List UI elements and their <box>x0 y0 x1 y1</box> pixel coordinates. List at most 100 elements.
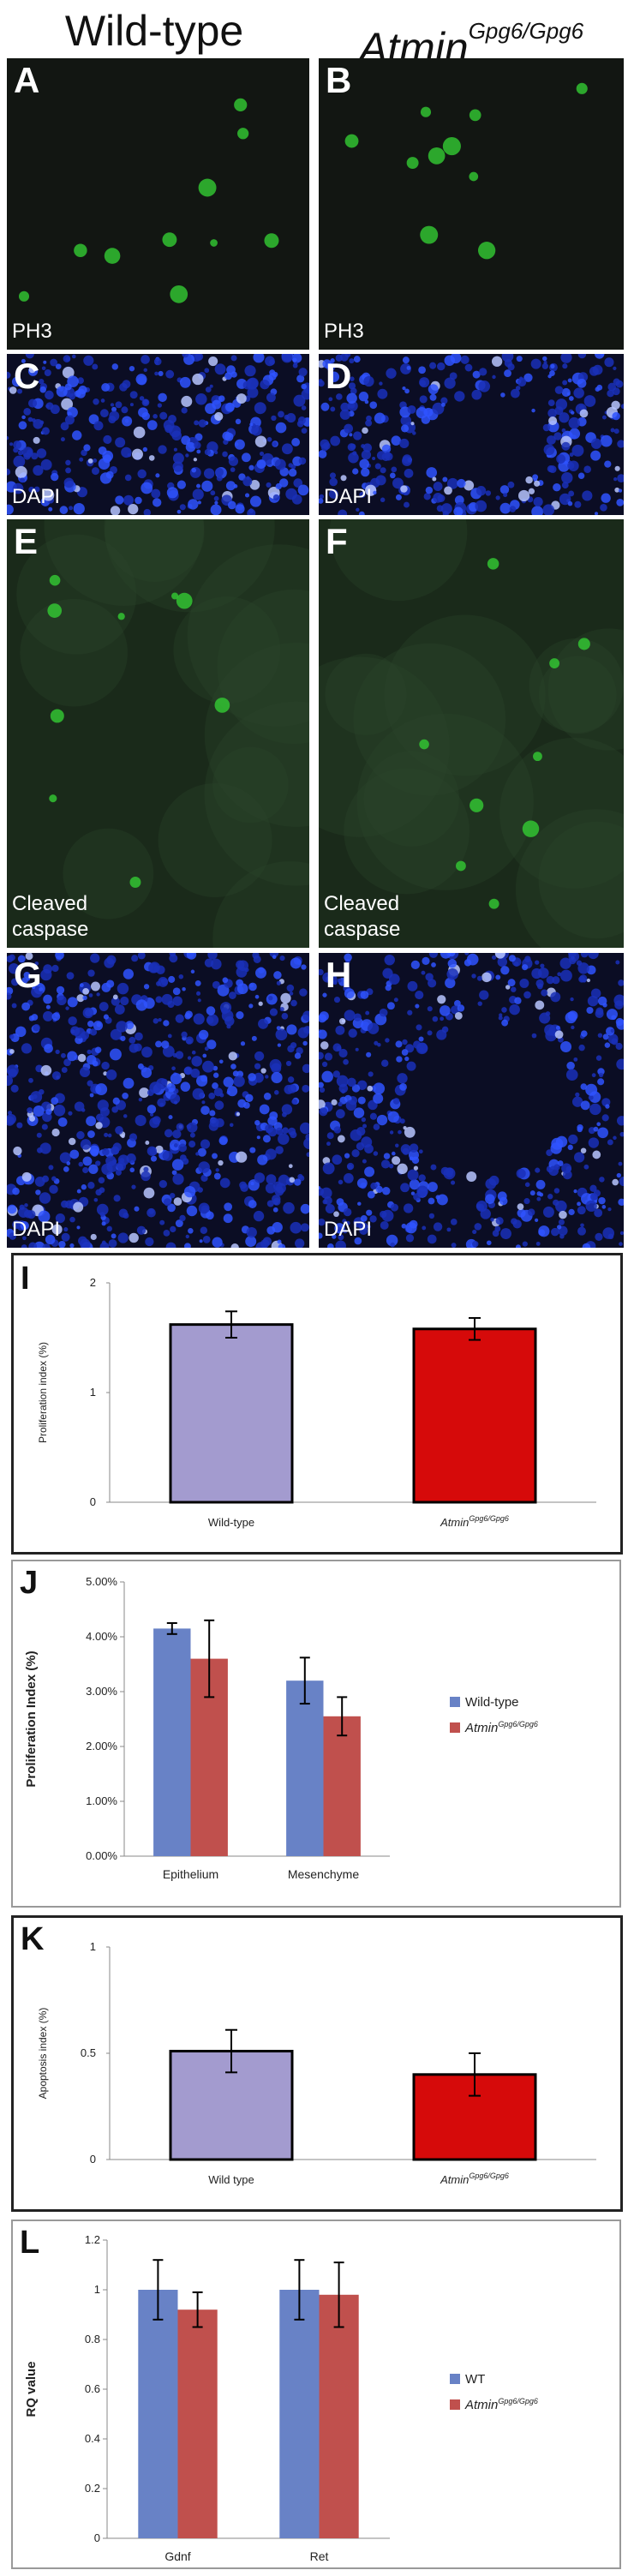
micro-image-h <box>319 953 624 1248</box>
panel-label-c: C <box>14 356 40 396</box>
stain-label-g: DAPI <box>12 1217 60 1243</box>
stain-label-a: PH3 <box>12 319 52 344</box>
stain-line: PH3 <box>12 320 52 343</box>
error-bar-1 <box>469 1316 481 1341</box>
legend-label-0: WT <box>465 2372 485 2387</box>
stain-line: DAPI <box>324 1218 373 1241</box>
micro-image-c <box>7 354 309 515</box>
y-tick-label: 0 <box>90 2153 96 2166</box>
micro-panel-f: F Cleaved caspase <box>319 519 624 948</box>
header-atmin-sup: Gpg6/Gpg6 <box>468 18 584 44</box>
error-bar-0-1 <box>204 1619 215 1698</box>
micro-panel-e: E Cleaved caspase <box>7 519 309 948</box>
micro-image-b <box>319 58 624 350</box>
panel-label-h: H <box>326 955 352 995</box>
y-tick-label: 0.8 <box>85 2333 100 2345</box>
error-bar-0-0 <box>166 1622 177 1635</box>
x-category-label: AtminGpg6/Gpg6 <box>440 2172 509 2186</box>
micro-panel-h: H DAPI <box>319 953 624 1248</box>
chart-j-label: J <box>20 1565 39 1601</box>
bar-0 <box>169 1323 294 1504</box>
x-category-label: Epithelium <box>163 1867 218 1881</box>
bar-1-1 <box>323 1716 361 1856</box>
y-tick-label: 4.00% <box>86 1630 117 1643</box>
chart-l-label: L <box>20 2225 40 2261</box>
panel-label-f: F <box>326 521 348 561</box>
chart-l: 0 0.2 0.4 0.6 0.8 1 1.2 RQ value Gdnf Ret WT AtminG… <box>24 2233 538 2563</box>
stain-line: caspase <box>12 918 89 941</box>
chart-k-frame: K 0 0.5 1 Apoptosis index (%) Wild type Atmin… <box>11 1915 623 2212</box>
stain-line: Cleaved <box>324 892 400 915</box>
y-axis-label: Proliferation index (%) <box>37 1342 49 1443</box>
chart-i-frame: I 0 1 2 Proliferation index (%) Wild-type Atm… <box>11 1253 623 1555</box>
legend-swatch-1 <box>450 2399 460 2410</box>
error-bar-1-1 <box>337 1696 348 1737</box>
micro-image-a <box>7 58 309 350</box>
stain-label-b: PH3 <box>324 319 364 344</box>
stain-label-h: DAPI <box>324 1217 372 1243</box>
bar-1 <box>412 1327 537 1504</box>
legend-label-1: AtminGpg6/Gpg6 <box>464 1720 538 1735</box>
chart-k-label: K <box>21 1921 45 1957</box>
micro-panel-b: B PH3 <box>319 58 624 350</box>
error-bar-1-1 <box>333 2261 344 2328</box>
chart-i: 0 1 2 Proliferation index (%) Wild-type Atmin… <box>37 1276 596 1529</box>
micro-panel-a: A PH3 <box>7 58 309 350</box>
stain-label-f: Cleaved caspase <box>324 891 400 943</box>
micro-panel-d: D DAPI <box>319 354 624 515</box>
chart-j: 0.00% 1.00% 2.00% 3.00% 4.00% 5.00% Proliferat… <box>24 1575 538 1881</box>
error-bar-0 <box>225 1310 237 1339</box>
panel-label-e: E <box>14 521 39 561</box>
legend-swatch-0 <box>450 1697 460 1707</box>
error-bar-1 <box>469 2052 481 2097</box>
y-tick-label: 1 <box>90 1386 96 1399</box>
micro-image-f <box>319 519 624 948</box>
micro-image-g <box>7 953 309 1248</box>
bar-1-1 <box>319 2294 359 2538</box>
y-tick-label: 2.00% <box>86 1740 117 1752</box>
bar-0-0 <box>138 2290 178 2538</box>
micro-image-d <box>319 354 624 515</box>
panel-label-d: D <box>326 356 352 396</box>
stain-line: DAPI <box>12 1218 61 1241</box>
error-bar-0-1 <box>192 2291 203 2328</box>
y-tick-label: 0.2 <box>85 2482 100 2495</box>
y-tick-label: 0 <box>94 2531 100 2544</box>
x-category-label: Mesenchyme <box>288 1867 359 1881</box>
stain-line: caspase <box>324 918 401 941</box>
y-axis-label: RQ value <box>24 2361 39 2417</box>
y-tick-label: 1 <box>94 2283 100 2296</box>
bar-0-1 <box>177 2309 218 2538</box>
header-wild-type: Wild-type <box>0 3 308 58</box>
panel-label-g: G <box>14 955 42 995</box>
stain-line: PH3 <box>324 320 364 343</box>
y-tick-label: 2 <box>90 1276 96 1289</box>
x-category-label: Wild-type <box>208 1516 254 1529</box>
y-tick-label: 1.2 <box>85 2233 100 2246</box>
legend-label-1: AtminGpg6/Gpg6 <box>464 2397 538 2412</box>
error-bar-0-0 <box>153 2259 164 2321</box>
y-axis-label: Proliferation Index (%) <box>24 1650 39 1787</box>
x-category-label: Ret <box>310 2549 329 2563</box>
error-bar-0 <box>225 2028 237 2074</box>
x-category-label: Wild type <box>208 2173 254 2186</box>
bar-1-0 <box>279 2290 320 2538</box>
y-axis-label: Apoptosis index (%) <box>37 2008 49 2100</box>
panel-label-b: B <box>326 60 352 100</box>
chart-k: 0 0.5 1 Apoptosis index (%) Wild type AtminGp… <box>37 1940 596 2186</box>
stain-line: DAPI <box>324 485 373 508</box>
chart-j-frame: J 0.00% 1.00% 2.00% 3.00% 4.00% 5.00% Prolifer… <box>11 1560 621 1908</box>
x-category-label: Gdnf <box>164 2549 190 2563</box>
y-tick-label: 0.6 <box>85 2382 100 2395</box>
bar-0-0 <box>153 1628 191 1856</box>
legend-swatch-1 <box>450 1722 460 1733</box>
y-tick-label: 0.00% <box>86 1849 117 1862</box>
y-tick-label: 0 <box>90 1495 96 1508</box>
y-tick-label: 1.00% <box>86 1794 117 1807</box>
stain-label-d: DAPI <box>324 484 372 510</box>
header-wild-type-text: Wild-type <box>64 7 244 55</box>
stain-label-e: Cleaved caspase <box>12 891 88 943</box>
chart-i-label: I <box>21 1261 30 1297</box>
panel-label-a: A <box>14 60 40 100</box>
micro-image-e <box>7 519 309 948</box>
